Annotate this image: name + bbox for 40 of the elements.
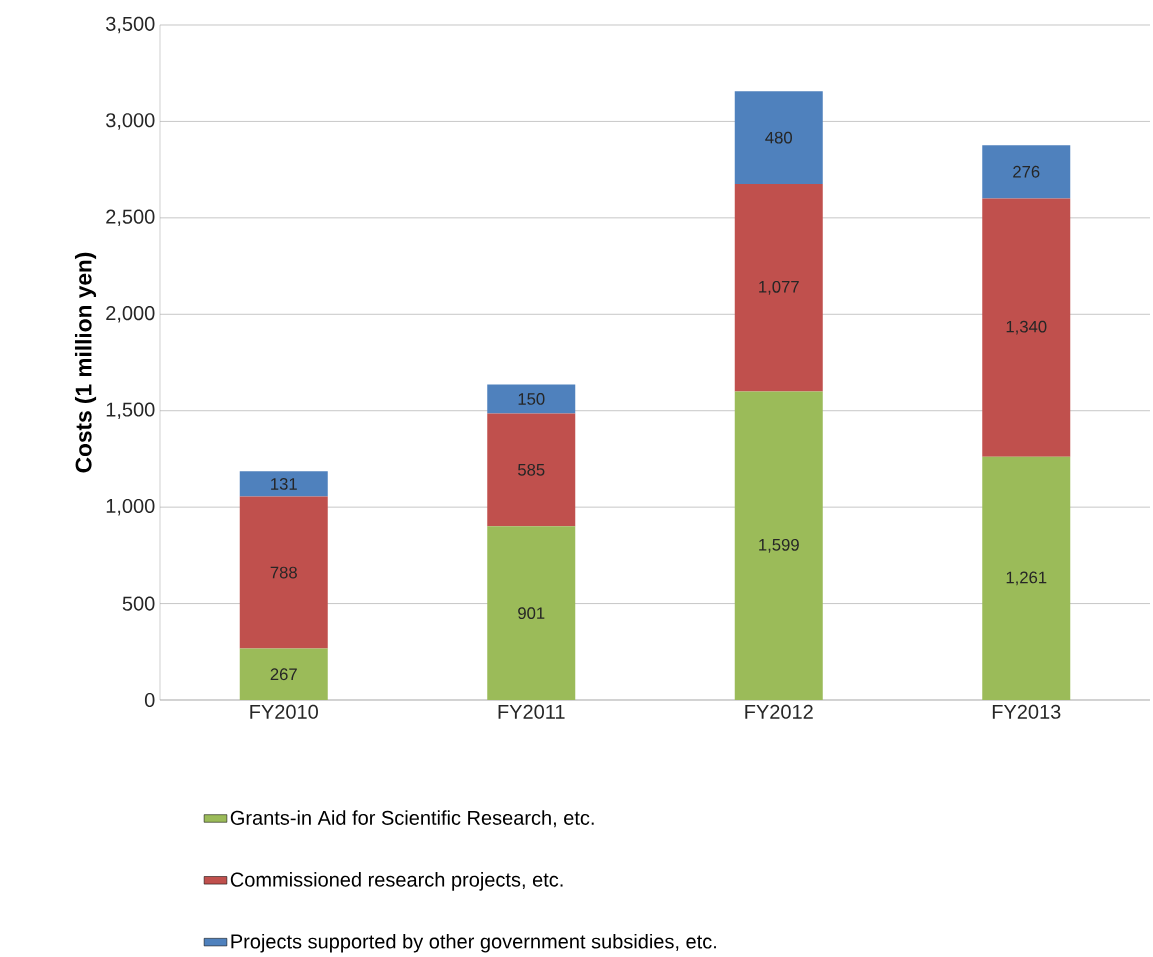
data-label: 901 [518, 607, 545, 620]
bar [487, 384, 576, 414]
bar [239, 496, 328, 649]
bar [982, 145, 1071, 199]
y-tick-label: 1,000 [106, 498, 155, 516]
y-tick-label: 500 [122, 596, 155, 611]
y-tick-label: 2,000 [106, 306, 155, 323]
data-label: 788 [270, 566, 297, 579]
data-label: 1,599 [759, 538, 799, 553]
y-axis-title: Costs (1 million yen) [74, 252, 97, 473]
data-label: 131 [271, 478, 297, 490]
bar [734, 183, 823, 392]
data-label: 276 [1013, 165, 1040, 178]
x-tick-label: FY2012 [745, 704, 813, 719]
bar [982, 456, 1071, 700]
x-tick-label: FY2010 [250, 704, 318, 719]
data-label: 150 [518, 393, 545, 405]
data-label: 267 [270, 668, 297, 681]
y-tick-label: 3,000 [105, 113, 155, 130]
bar [487, 413, 576, 527]
bar [239, 471, 328, 497]
bar [239, 648, 328, 700]
x-tick-label: FY2013 [992, 704, 1061, 719]
legend-label: Commissioned research projects, etc. [230, 872, 563, 891]
bar [487, 526, 576, 700]
bar [982, 198, 1071, 457]
legend-label: Projects supported by other government subsidies, etc. [231, 933, 716, 953]
x-tick-label: FY2011 [498, 704, 565, 719]
data-label: 1,261 [1006, 571, 1047, 586]
legend-label: Grants-in Aid for Scientific Research, etc. [230, 810, 594, 828]
y-tick-label: 2,500 [106, 209, 155, 227]
data-label: 585 [518, 463, 545, 476]
y-tick-label: 1,500 [106, 402, 155, 419]
data-label: 1,077 [759, 280, 799, 295]
bar [734, 391, 823, 700]
bar [734, 91, 823, 184]
y-tick-label: 0 [144, 692, 155, 708]
data-label: 480 [765, 131, 792, 144]
y-tick-label: 3,500 [105, 16, 155, 34]
data-label: 1,340 [1006, 320, 1047, 335]
